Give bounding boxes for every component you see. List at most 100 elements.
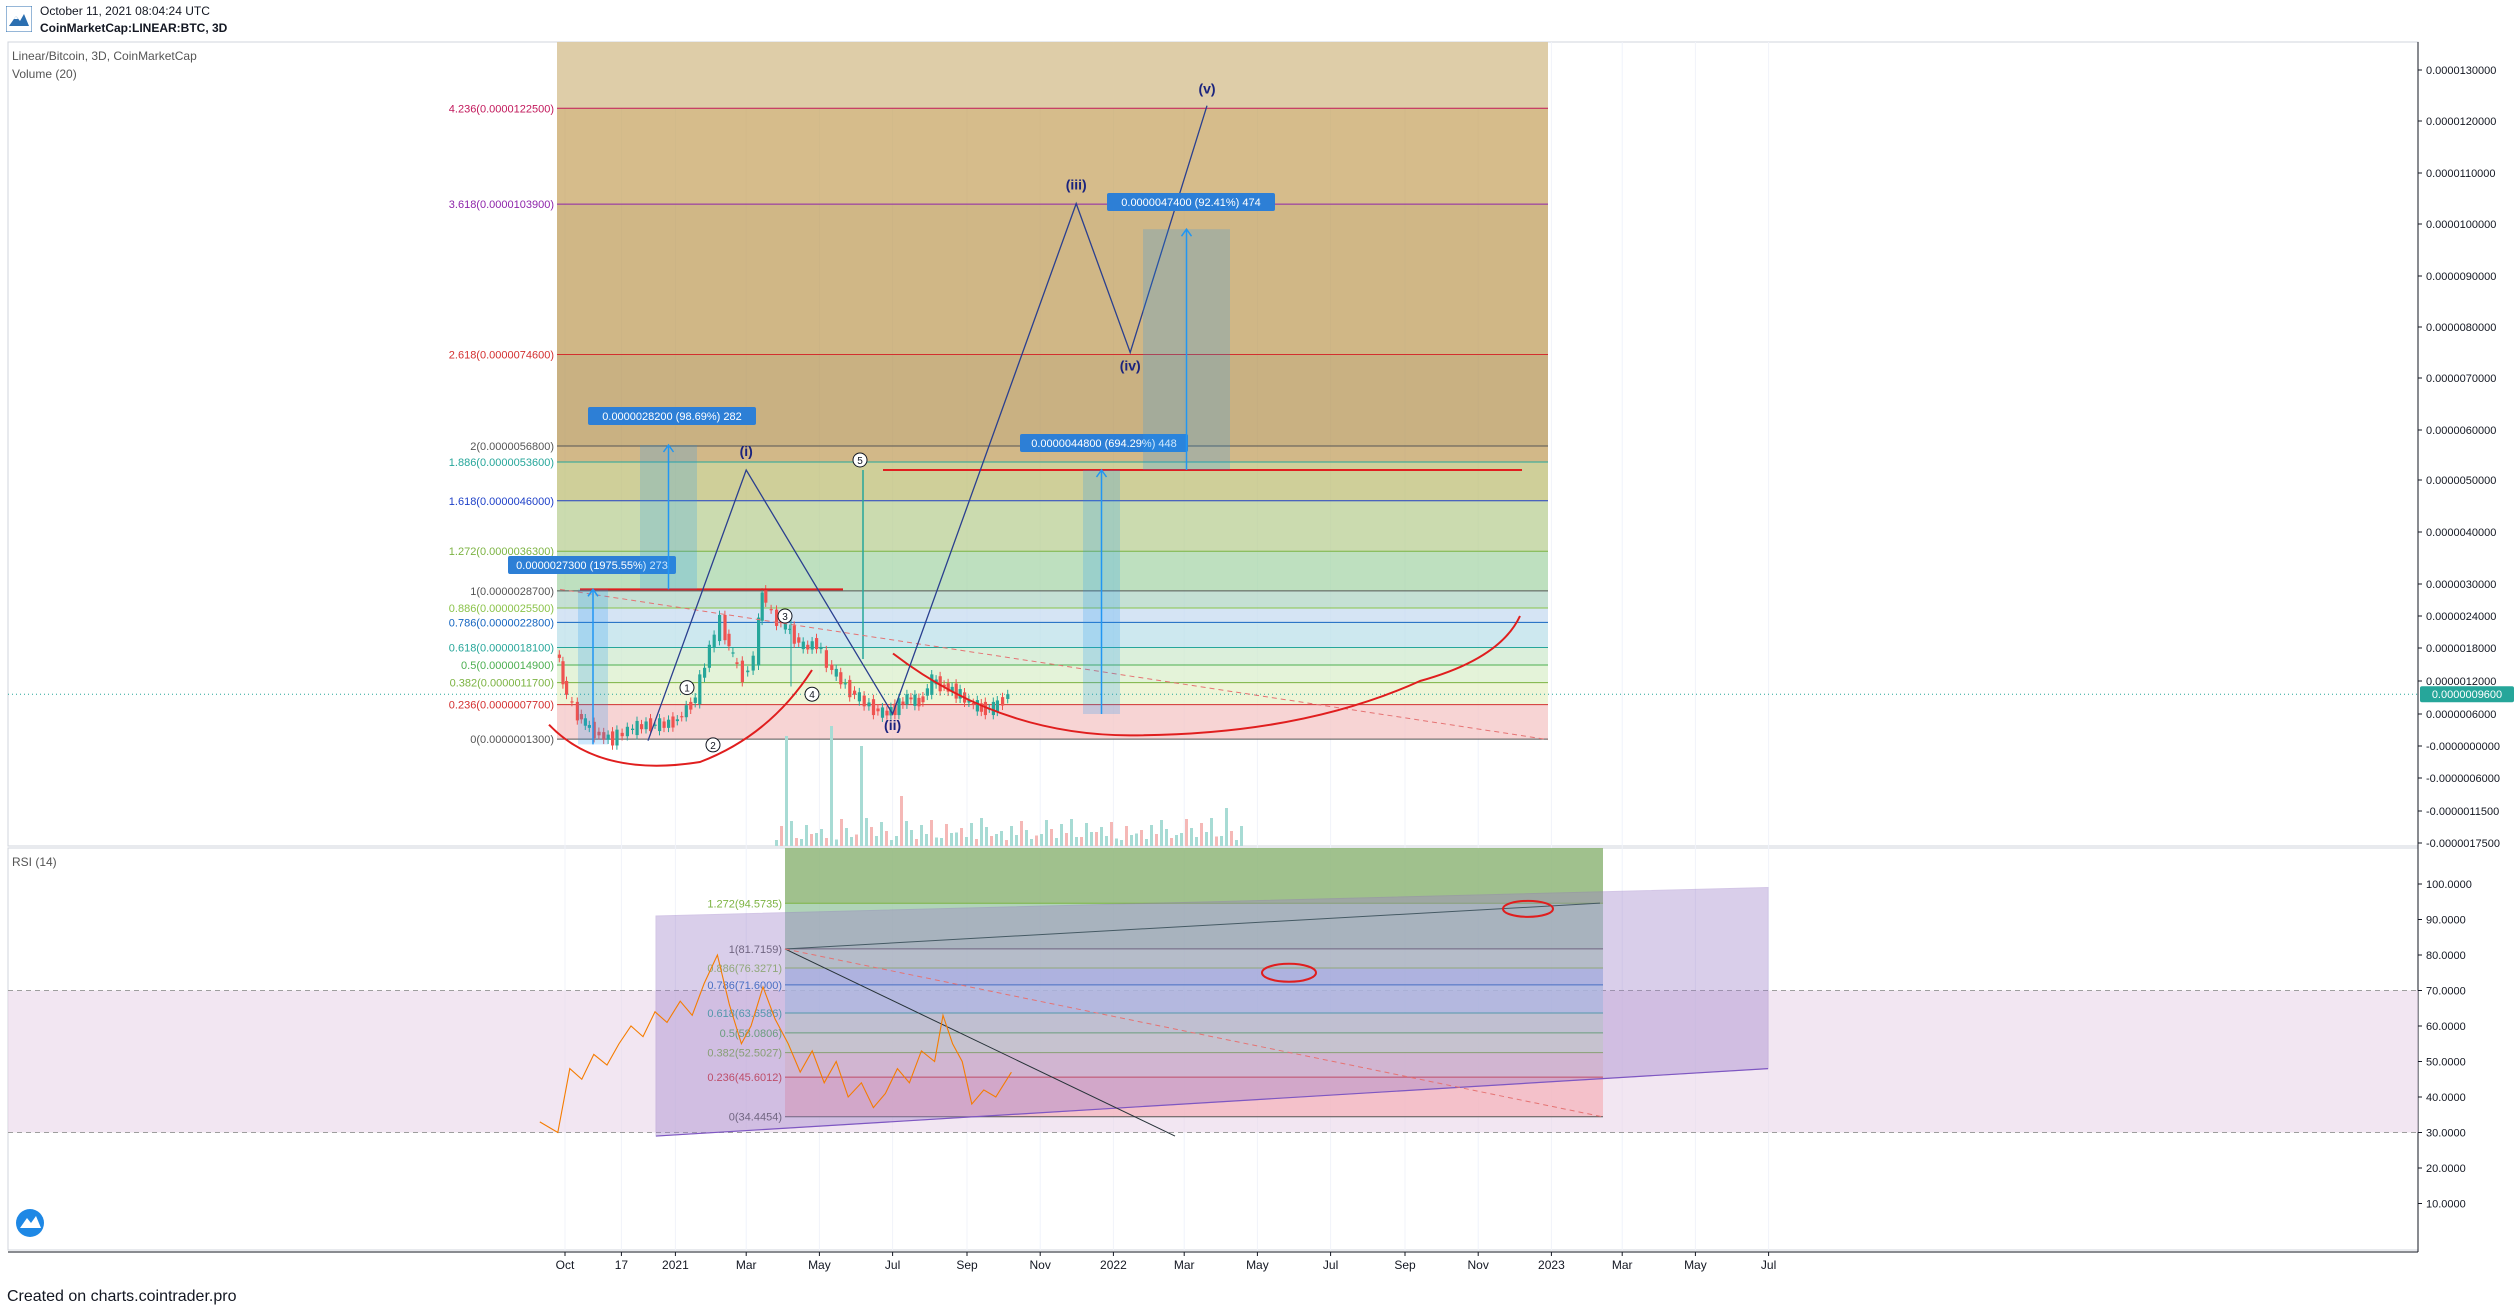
price-tick-label: 0.0000040000 (2426, 527, 2496, 539)
price-tick-label: -0.0000000000 (2426, 741, 2500, 753)
candle-body (575, 701, 579, 721)
fib-level-label: 1.886(0.0000053600) (449, 457, 554, 469)
candle-body (876, 708, 880, 712)
fib-level-label: 0.786(0.0000022800) (449, 617, 554, 629)
rsi-fib-zone (785, 1013, 1603, 1033)
rsi-target-ellipse (1502, 899, 1554, 918)
candle-body (649, 718, 653, 732)
volume-bar (795, 838, 798, 846)
candle-body (857, 692, 861, 702)
candle-body (797, 637, 801, 643)
rsi-tick-label: 30.0000 (2426, 1128, 2466, 1140)
wave-label: (i) (740, 443, 753, 459)
measure-label: 0.0000027300 (1975.55%) 273 (516, 560, 668, 572)
fib-zone (557, 665, 1548, 683)
volume-bar (890, 840, 893, 846)
time-tick-label: Mar (1612, 1258, 1633, 1272)
candle-body (834, 668, 838, 677)
volume-bar (1175, 835, 1178, 846)
candle-body (707, 644, 711, 668)
time-tick-label: 2022 (1100, 1258, 1127, 1272)
candle-body (703, 667, 707, 678)
volume-bar (1240, 826, 1243, 846)
volume-bar (1150, 825, 1153, 846)
price-pane-title: Linear/Bitcoin, 3D, CoinMarketCap (12, 49, 197, 63)
time-tick-label: Jul (1761, 1258, 1776, 1272)
volume-bar (1030, 839, 1033, 846)
fib-level-label: 3.618(0.0000103900) (449, 199, 554, 211)
volume-bar (960, 828, 963, 846)
subwave-label: 1 (684, 684, 690, 695)
candle-body (839, 672, 843, 685)
fib-level-label: 1.272(0.0000036300) (449, 546, 554, 558)
volume-bar (855, 834, 858, 846)
volume-bar (1155, 834, 1158, 846)
fib-level-label: 0.382(0.0000011700) (450, 678, 554, 690)
volume-bar (1185, 819, 1188, 846)
candle-body (830, 664, 834, 670)
price-tick-label: 0.0000130000 (2426, 65, 2496, 77)
candle-body (975, 700, 979, 712)
snapshot-datetime: October 11, 2021 08:04:24 UTC (40, 4, 210, 18)
volume-bar (935, 837, 938, 846)
volume-bar (1065, 833, 1068, 846)
candle-body (653, 724, 657, 726)
subwave-marker (679, 680, 695, 696)
fib-level-label: 0.618(0.0000018100) (449, 642, 554, 654)
volume-bar (1205, 832, 1208, 846)
candle-body (680, 716, 684, 718)
candle-body (693, 697, 697, 703)
candle-body (592, 721, 596, 739)
rsi-downtrend (784, 948, 1176, 1137)
fib-zone (557, 204, 1548, 355)
rsi-tick-label: 40.0000 (2426, 1092, 2466, 1104)
volume-bar (1160, 820, 1163, 846)
time-tick-label: Nov (1468, 1258, 1489, 1272)
time-tick-label: 2023 (1538, 1258, 1565, 1272)
volume-bar (790, 821, 793, 846)
candle-body (583, 718, 587, 726)
time-tick-label: Mar (1174, 1258, 1195, 1272)
volume-bar (865, 818, 868, 846)
measure-label-bg (1107, 193, 1275, 211)
fib-level-label: 0.236(0.0000007700) (449, 700, 554, 712)
candle-body (824, 650, 828, 668)
time-tick-label: 17 (615, 1258, 629, 1272)
rsi-fib-zone (785, 1032, 1603, 1053)
fib-zone (557, 551, 1548, 591)
time-tick-label: Sep (1394, 1258, 1416, 1272)
volume-bar (1000, 831, 1003, 846)
volume-bar (1180, 833, 1183, 846)
volume-study-label: Volume (20) (12, 67, 77, 81)
volume-bar (1005, 840, 1008, 846)
volume-bar (840, 819, 843, 846)
fib-zone (557, 462, 1548, 501)
volume-bar (850, 837, 853, 846)
candle-body (731, 652, 735, 654)
candle-body (925, 688, 929, 696)
candle-body (671, 716, 675, 728)
volume-bar (1225, 808, 1228, 846)
fib-zone (557, 446, 1548, 462)
fib-level-label: 0(0.0000001300) (470, 734, 554, 746)
candle-body (946, 683, 950, 692)
candle-body (644, 721, 648, 730)
volume-bar (870, 827, 873, 846)
candle-body (712, 634, 716, 648)
volume-bar (830, 726, 833, 846)
volume-bar (875, 836, 878, 846)
volume-bar (1060, 824, 1063, 846)
time-tick-label: Jul (1323, 1258, 1338, 1272)
candle-body (606, 734, 610, 740)
candle-body (950, 686, 954, 692)
time-tick-label: May (1684, 1258, 1707, 1272)
measure-arrowhead (587, 588, 599, 597)
candle-body (615, 729, 619, 746)
candle-body (579, 714, 583, 720)
price-tick-label: 0.0000110000 (2426, 168, 2496, 180)
volume-bar (980, 818, 983, 846)
volume-bar (860, 746, 863, 846)
candle-body (792, 625, 796, 644)
fib-zone (557, 682, 1548, 705)
